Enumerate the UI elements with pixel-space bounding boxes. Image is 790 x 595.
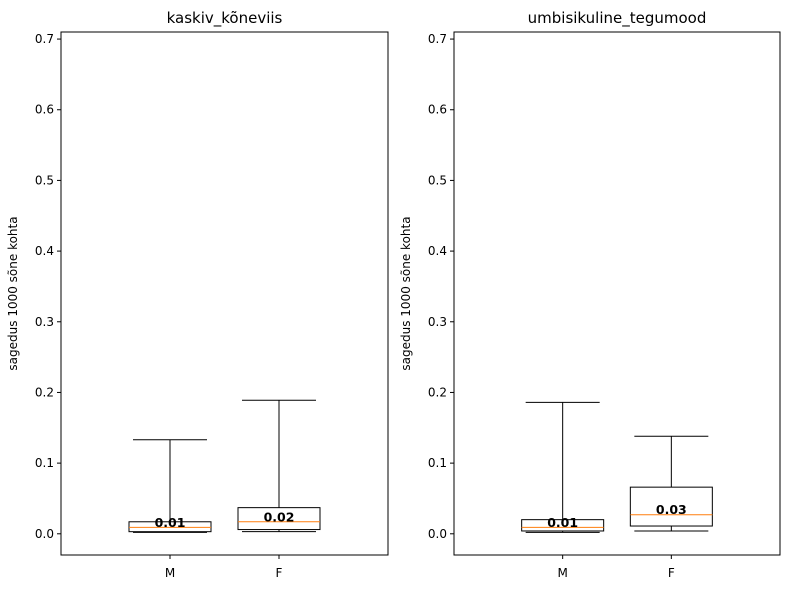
y-tick-label-0-1: 0.1: [35, 456, 54, 470]
y-tick-label-1-0: 0.0: [428, 527, 447, 541]
plot-frame-0: [60, 31, 389, 556]
iqr-box-1-1: [629, 486, 713, 527]
y-tick-label-1-1: 0.1: [428, 456, 447, 470]
iqr-box-1-0: [521, 519, 605, 532]
x-tick-label-1-0: M: [557, 566, 567, 580]
y-axis-label-1: sagedus 1000 sõne kohta: [399, 216, 413, 370]
y-tick-label-1-2: 0.2: [428, 385, 447, 399]
median-label-1-1: 0.03: [656, 502, 687, 517]
y-tick-label-0-2: 0.2: [35, 385, 54, 399]
median-label-0-0: 0.01: [155, 515, 186, 530]
y-tick-label-0-7: 0.7: [35, 32, 54, 46]
y-tick-label-1-5: 0.5: [428, 173, 447, 187]
plot-frame-1: [453, 31, 781, 556]
y-tick-label-1-4: 0.4: [428, 244, 447, 258]
x-tick-label-0-0: M: [165, 566, 175, 580]
y-tick-label-0-3: 0.3: [35, 315, 54, 329]
iqr-box-0-1: [237, 507, 321, 531]
y-tick-label-1-7: 0.7: [428, 32, 447, 46]
chart-title-0: kaskiv_kõneviis: [167, 9, 283, 28]
chart-title-1: umbisikuline_tegumood: [528, 9, 707, 28]
y-tick-label-0-5: 0.5: [35, 173, 54, 187]
median-label-1-0: 0.01: [547, 515, 578, 530]
iqr-box-0-0: [128, 521, 212, 533]
y-tick-label-1-3: 0.3: [428, 315, 447, 329]
y-tick-label-0-6: 0.6: [35, 103, 54, 117]
median-label-0-1: 0.02: [264, 509, 295, 524]
x-tick-label-0-1: F: [276, 566, 283, 580]
y-tick-label-1-6: 0.6: [428, 103, 447, 117]
y-axis-label-0: sagedus 1000 sõne kohta: [6, 216, 20, 370]
y-tick-label-0-0: 0.0: [35, 527, 54, 541]
x-tick-label-1-1: F: [668, 566, 675, 580]
y-tick-label-0-4: 0.4: [35, 244, 54, 258]
